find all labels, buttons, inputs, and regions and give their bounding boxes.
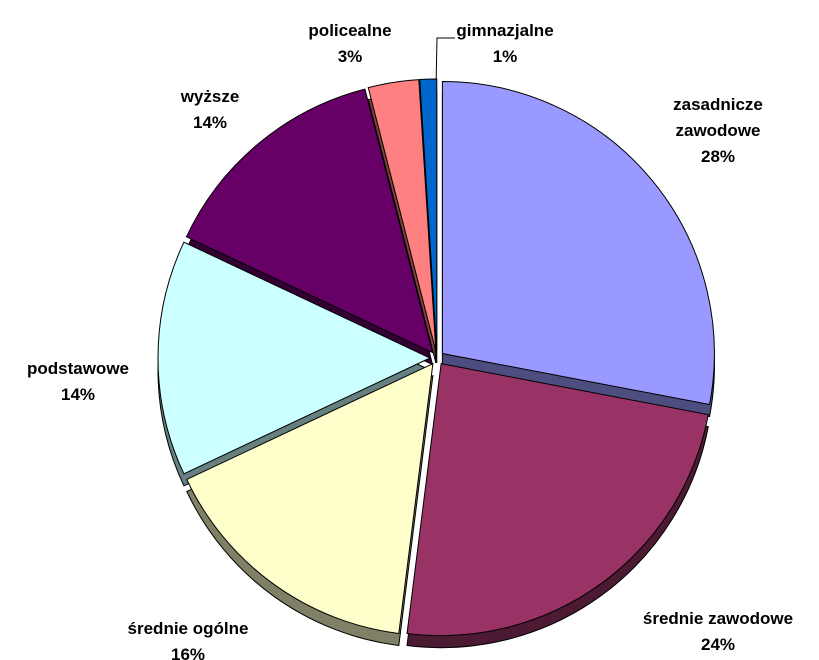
slice (185, 88, 434, 354)
category-name: zasadnicze zawodowe (673, 95, 763, 140)
slice (186, 362, 434, 635)
slice-label: zasadnicze zawodowe 28% (653, 92, 783, 170)
slice (441, 81, 715, 406)
slice-label: gimnazjalne 1% (445, 18, 565, 70)
slice-label: podstawowe 14% (0, 356, 158, 408)
slice (367, 79, 437, 352)
slice-label: wyższe 14% (150, 84, 270, 136)
percent-label: 14% (192, 113, 228, 132)
slice-label: średnie ogólne 16% (88, 616, 288, 660)
percent-label: 3% (337, 47, 363, 66)
leader-line (435, 37, 455, 89)
slice (419, 78, 438, 352)
category-name: policealne (308, 21, 392, 40)
category-name: wyższe (180, 87, 240, 106)
pie-slices (157, 78, 715, 637)
percent-label: 28% (700, 147, 736, 166)
percent-label: 24% (700, 635, 736, 654)
category-name: średnie zawodowe (642, 609, 794, 628)
percent-label: 16% (170, 645, 206, 660)
category-name: podstawowe (26, 359, 129, 378)
percent-label: 1% (492, 47, 518, 66)
category-name: gimnazjalne (456, 21, 554, 40)
slice-label: średnie zawodowe 24% (608, 606, 819, 658)
percent-label: 14% (60, 385, 96, 404)
slice-label: policealne 3% (290, 18, 410, 70)
category-name: średnie ogólne (127, 619, 249, 638)
slice (406, 363, 709, 637)
slice (157, 241, 432, 475)
